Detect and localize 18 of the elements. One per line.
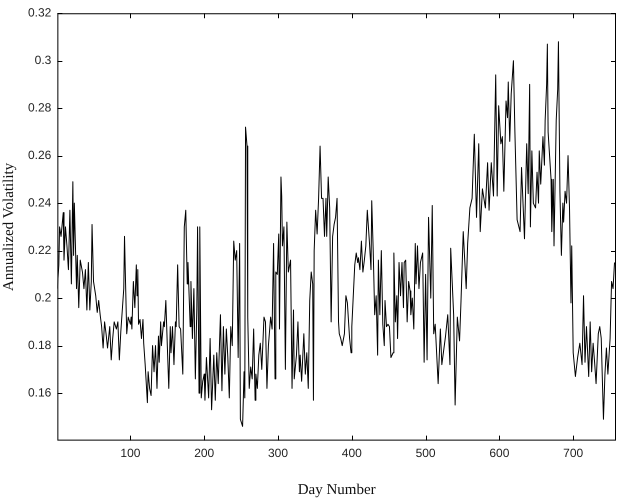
y-tick-label: 0.32 bbox=[28, 6, 52, 20]
x-axis-title: Day Number bbox=[298, 482, 376, 498]
y-tick-label: 0.18 bbox=[28, 338, 52, 352]
y-tick-label: 0.16 bbox=[28, 385, 52, 400]
y-tick-label: 0.24 bbox=[28, 195, 52, 210]
x-tick-label: 100 bbox=[120, 446, 141, 460]
x-tick-label: 300 bbox=[268, 446, 288, 460]
x-tick-label: 600 bbox=[489, 446, 510, 460]
y-tick-label: 0.28 bbox=[28, 100, 52, 114]
y-axis-title: Annualized Volatility bbox=[0, 162, 17, 291]
x-tick-label: 700 bbox=[563, 446, 584, 460]
y-tick-label: 0.2 bbox=[34, 290, 52, 304]
y-tick-label: 0.22 bbox=[28, 242, 52, 257]
x-tick-label: 400 bbox=[342, 446, 362, 460]
x-tick-label: 500 bbox=[416, 446, 436, 460]
x-tick-label: 200 bbox=[194, 446, 215, 460]
y-tick-label: 0.26 bbox=[28, 148, 52, 162]
y-tick-label: 0.3 bbox=[34, 53, 52, 67]
